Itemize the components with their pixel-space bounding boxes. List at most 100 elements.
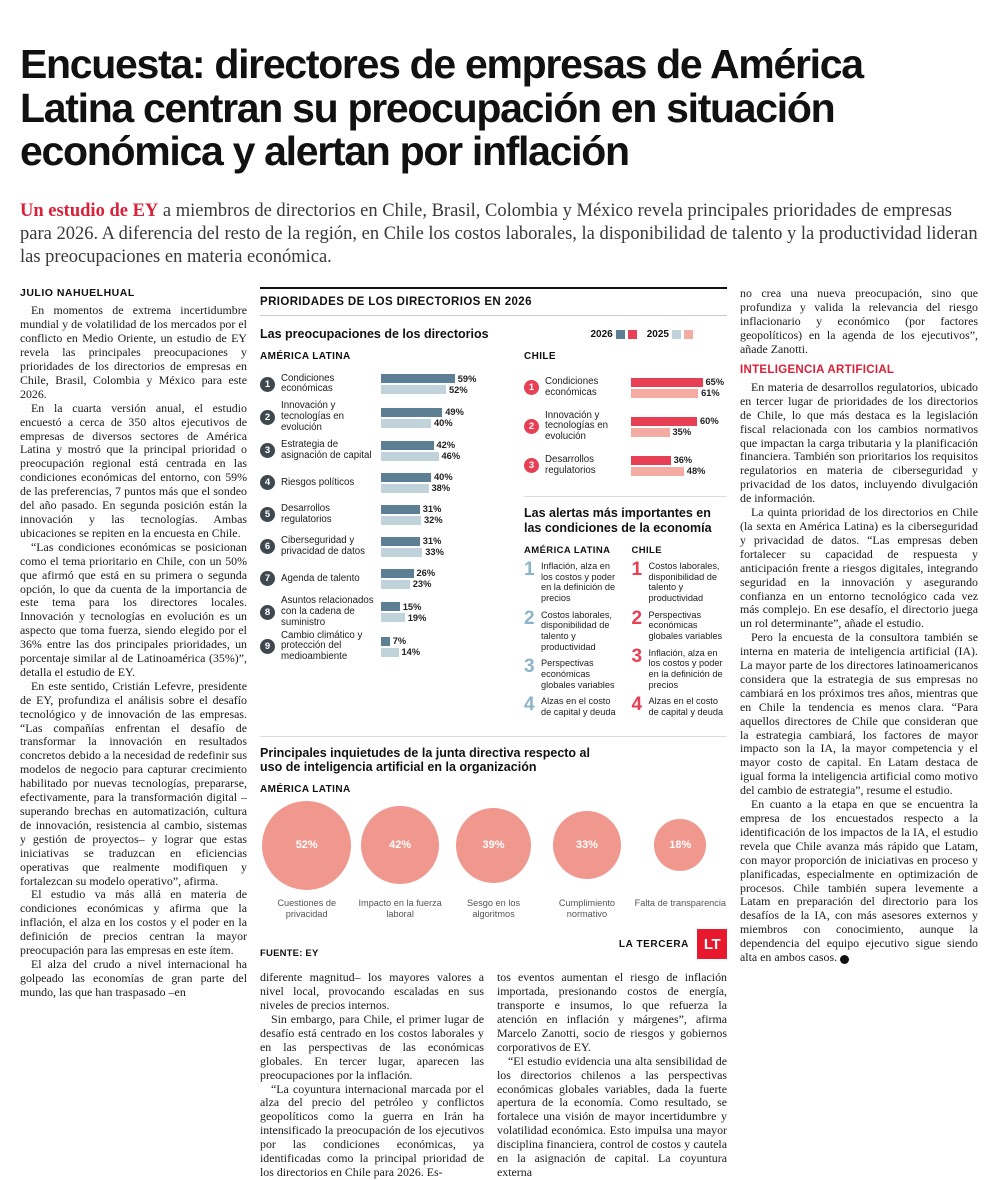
bar-2025 [631,388,699,398]
legend-item: 2025 [647,329,693,340]
bar-2025 [631,427,670,437]
circle-label: Sesgo en los algoritmos [466,898,521,919]
bar-2026 [631,455,671,465]
bar-2025 [381,647,399,657]
circle-label: Cumplimiento normativo [558,898,615,919]
chart-group-label-latam: AMÉRICA LATINA [260,351,351,363]
chart-row: 9 Cambio climático y protección del medio… [260,629,506,664]
alert-text: Inflación, alza en los costos y poder en… [648,647,723,690]
paragraph: Pero la encuesta de la consultora tambié… [740,630,978,798]
category-label: Asuntos relacionados con la cadena de su… [281,594,374,628]
paragraph: diferente magnitud– los mayores valores … [260,970,484,1013]
alert-rank: 4 [524,694,535,716]
alert-rank: 3 [631,645,643,667]
bar-2025 [381,613,405,623]
chart-header-row: Las preocupaciones de los directorios 20… [260,327,727,341]
ai-concern: 33% Cumplimiento normativo [540,797,633,919]
alert-text: Alzas en el costo de capital y deuda [541,696,616,717]
circle-label: Cuestiones de privacidad [277,898,337,919]
alert-text: Costos laborales, disponibilidad de tale… [541,609,612,652]
chart-row: 1 Condiciones económicas 65% 61% [524,369,727,406]
rank-badge: 9 [260,639,275,655]
paragraph: En este sentido, Cristián Lefevre, presi… [20,678,247,888]
bar-value: 7% [392,636,407,647]
bar-value: 31% [422,504,442,515]
bar-rows-chile: 1 Condiciones económicas 65% 61% 2 Innovación… [524,369,727,484]
rank-badge: 6 [260,539,275,555]
alert-rank: 1 [631,558,643,580]
alerts-heading: Las alertas más importantes en las condi… [524,506,712,536]
bar-value: 52% [449,384,468,395]
category-label: Estrategia de asignación de capital [281,439,372,461]
paragraph: En cuanto a la etapa en que se encuentra… [740,797,978,965]
alert-text: Perspectivas económicas globales variabl… [541,658,615,690]
alert-text: Inflación, alza en los costos y poder en… [541,560,616,603]
article-column-right: no crea una nueva preocupación, sino que… [740,286,978,1179]
alert-group-label-latam: AMÉRICA LATINA [524,544,611,556]
ai-heading: Principales inquietudes de la junta dire… [260,745,590,775]
bars: 59% 52% [381,373,506,396]
section-heading-ai: INTELIGENCIA ARTIFICIAL [740,363,895,376]
category-label: Condiciones económicas [281,372,335,395]
ai-concern: 52% Cuestiones de privacidad [260,797,353,919]
rank-badge: 2 [260,410,275,426]
bar-value: 31% [422,536,442,547]
alert-text: Costos laborales, disponibilidad de tale… [648,560,720,603]
legend-swatch [627,329,637,339]
bar-2025 [381,547,423,557]
category-label: Agenda de talento [281,572,360,584]
chart-heading: Las preocupaciones de los directorios [260,327,489,342]
bar-value: 40% [434,472,453,483]
circle-label: Falta de transparencia [634,898,727,909]
alert-list-latam: 1 Inflación, alza en los costos y poder e… [524,560,620,718]
headline: Encuesta: directores de empresas de Amér… [20,41,864,174]
paragraph: no crea una nueva preocupación, sino que… [740,286,978,357]
bar-value: 59% [457,373,477,384]
rank-badge: 4 [260,475,275,491]
proportional-circle: 33% [552,810,622,880]
paragraph: tos eventos aumentan el riesgo de inflac… [497,970,727,1054]
category-label: Cambio climático y protección del medioa… [281,629,363,663]
bar-2026 [381,636,390,646]
rank-badge: 3 [260,443,275,459]
bars: 7% 14% [381,635,506,658]
infographic-footer: FUENTE: EY LA TERCERA LT [260,929,727,960]
alert-rank: 4 [631,694,643,716]
chart-row: 2 Innovación y tecnologías en evolución 49… [260,401,506,434]
alert-rank: 2 [631,607,643,629]
bar-value: 36% [673,455,693,466]
alert-rank: 3 [524,656,535,678]
bar-2025 [631,466,684,476]
bar-2025 [381,483,429,493]
alerts-section: Las alertas más importantes en las condi… [524,496,727,723]
bar-value: 61% [701,388,720,399]
bar-2025 [381,418,431,428]
chart-row: 5 Desarrollos regulatorios 31% 32% [260,500,506,530]
proportional-circle: 42% [361,806,440,885]
category-label: Innovación y tecnologías en evolución [545,409,609,443]
bar-value: 65% [705,377,725,388]
legend-swatch [684,329,693,339]
proportional-circle: 39% [456,807,531,883]
bar-2026 [631,416,697,426]
legend-label: 2026 [590,328,613,340]
bars: 31% 32% [381,503,506,526]
paragraph: “El estudio evidencia una alta sensibili… [497,1053,727,1179]
alert-list-chile: 1 Costos laborales, disponibilidad de tal… [631,558,728,718]
lede-leadin: Un estudio de EY [20,201,159,222]
chart-row: 3 Estrategia de asignación de capital 42% 4… [260,436,506,466]
bars: 49% 40% [381,406,506,429]
category-label: Desarrollos regulatorios [281,503,332,525]
bar-value: 23% [412,579,432,590]
article-end-mark: P [840,955,856,965]
bar-2026 [381,504,420,514]
bar-value: 42% [436,440,456,451]
paragraph: El alza del crudo a nivel internacional … [20,956,247,999]
la-tercera-wordmark: LA TERCERA [618,938,689,950]
chart-row: 8 Asuntos relacionados con la cadena de s… [260,594,506,629]
bar-value: 19% [407,612,427,623]
chart-chile: CHILE 1 Condiciones económicas 65% 61% 2 Inno… [524,351,727,723]
rank-badge: 5 [260,507,275,523]
alert-item: 4 Alzas en el costo de capital y deuda [631,694,728,717]
